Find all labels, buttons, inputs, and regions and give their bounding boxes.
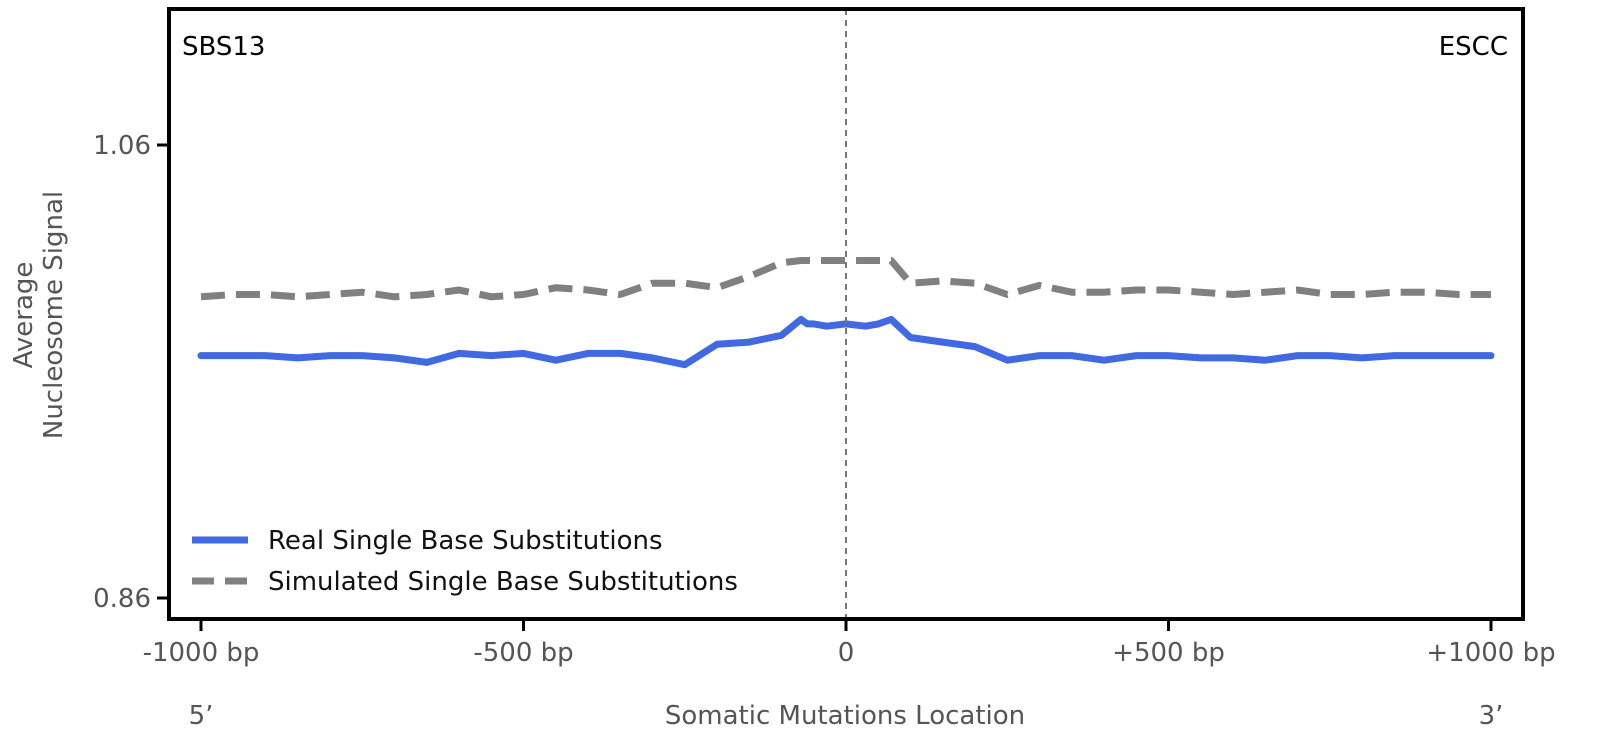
x-tick-label: -1000 bp xyxy=(143,638,260,668)
y-tick-label: 0.86 xyxy=(93,584,151,614)
legend-label-real: Real Single Base Substitutions xyxy=(268,526,663,556)
x-tick-label: +1000 bp xyxy=(1426,638,1555,668)
legend-label-simulated: Simulated Single Base Substitutions xyxy=(268,567,738,597)
x-tick-label: -500 bp xyxy=(473,638,573,668)
y-axis-title-line1: Average xyxy=(9,262,39,369)
x-tick-label: 0 xyxy=(838,638,855,668)
x-axis-title: Somatic Mutations Location xyxy=(665,701,1025,731)
three-prime-label: 3’ xyxy=(1479,701,1504,731)
y-axis-title-line2: Nucleosome Signal xyxy=(39,191,69,439)
y-tick-label: 1.06 xyxy=(93,131,151,161)
x-tick-label: +500 bp xyxy=(1112,638,1225,668)
plot-lines xyxy=(197,257,1495,369)
x-axis: -1000 bp -500 bp 0 +500 bp +1000 bp xyxy=(143,619,1556,668)
signature-label: SBS13 xyxy=(182,32,265,62)
real-sbs-line xyxy=(197,315,1495,369)
five-prime-label: 5’ xyxy=(189,701,214,731)
legend: Real Single Base Substitutions Simulated … xyxy=(192,526,738,597)
simulated-sbs-line xyxy=(200,257,1491,301)
y-axis: 1.06 0.86 xyxy=(93,131,169,614)
cancer-type-label: ESCC xyxy=(1439,32,1508,62)
y-axis-title: Average Nucleosome Signal xyxy=(9,191,69,439)
